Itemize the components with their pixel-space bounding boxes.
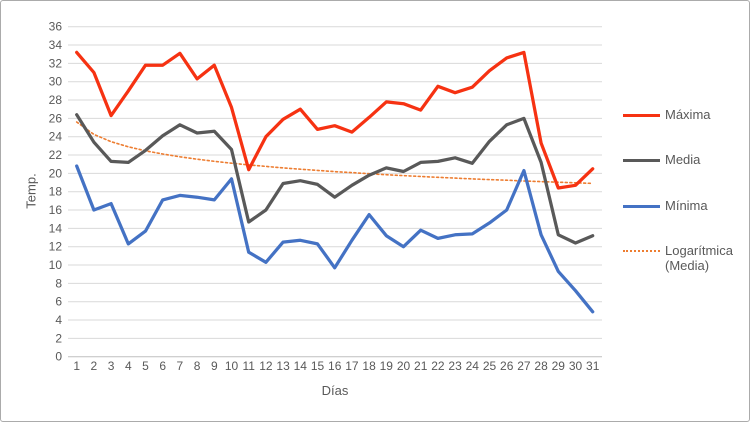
legend-item-logaritmica[interactable]: Logarítmica (Media) [623, 243, 749, 273]
y-tick-label: 16 [49, 203, 63, 217]
y-tick-label: 34 [49, 38, 63, 52]
minima-line-swatch [623, 205, 660, 208]
y-tick-label: 6 [55, 295, 62, 309]
series-line-media [75, 113, 595, 245]
x-tick-label: 2 [91, 359, 98, 373]
x-tick-label: 1 [73, 359, 80, 373]
x-tick-label: 4 [125, 359, 132, 373]
legend-item-media[interactable]: Media [623, 152, 749, 167]
x-tick-label: 14 [294, 359, 308, 373]
y-tick-label: 14 [49, 221, 63, 235]
y-tick-label: 32 [49, 56, 63, 70]
y-tick-label: 20 [49, 166, 63, 180]
x-tick-label: 13 [276, 359, 290, 373]
x-tick-label: 26 [500, 359, 514, 373]
x-tick-label: 8 [194, 359, 201, 373]
x-tick-label: 23 [448, 359, 462, 373]
x-tick-label: 7 [177, 359, 184, 373]
x-tick-label: 22 [431, 359, 445, 373]
y-axis-title: Temp. [23, 173, 39, 209]
y-tick-label: 8 [55, 276, 62, 290]
x-tick-label: 10 [225, 359, 239, 373]
legend-label-logaritmica: Logarítmica (Media) [665, 243, 733, 273]
x-tick-label: 9 [211, 359, 218, 373]
y-tick-label: 24 [49, 130, 63, 144]
legend-label-maxima: Máxima [665, 107, 711, 122]
legend: Máxima Media Mínima Logarítmica (Media) [623, 1, 749, 421]
series-line-logar-tmica-media- [75, 121, 594, 185]
y-tick-label: 12 [49, 240, 63, 254]
y-tick-label: 10 [49, 258, 63, 272]
y-tick-label: 30 [49, 75, 63, 89]
series-line-m-xima [75, 50, 595, 190]
y-tick-label: 26 [49, 111, 63, 125]
x-tick-label: 12 [259, 359, 273, 373]
x-tick-label: 3 [108, 359, 115, 373]
x-tick-label: 15 [311, 359, 325, 373]
x-tick-label: 11 [242, 359, 255, 373]
x-tick-label: 20 [397, 359, 411, 373]
legend-item-maxima[interactable]: Máxima [623, 107, 749, 122]
x-axis-title: Días [321, 383, 349, 398]
y-tick-label: 2 [55, 331, 62, 345]
x-tick-label: 18 [362, 359, 376, 373]
x-tick-label: 27 [517, 359, 531, 373]
y-tick-label: 4 [55, 313, 62, 327]
x-tick-label: 29 [552, 359, 566, 373]
x-tick-label: 28 [534, 359, 548, 373]
media-line-swatch [623, 159, 660, 162]
x-tick-label: 16 [328, 359, 342, 373]
legend-item-minima[interactable]: Mínima [623, 198, 749, 213]
series-line-m-nima [75, 164, 595, 314]
logaritmica-line-swatch [623, 250, 660, 252]
x-tick-label: 30 [569, 359, 583, 373]
y-tick-label: 0 [55, 350, 62, 364]
y-tick-label: 18 [49, 185, 63, 199]
x-tick-label: 21 [414, 359, 428, 373]
maxima-line-swatch [623, 114, 660, 117]
y-tick-label: 28 [49, 93, 63, 107]
x-tick-label: 24 [466, 359, 480, 373]
y-tick-label: 22 [49, 148, 63, 162]
y-tick-label: 36 [49, 20, 63, 34]
x-tick-label: 5 [142, 359, 149, 373]
x-tick-label: 19 [380, 359, 394, 373]
x-tick-label: 31 [586, 359, 600, 373]
x-tick-label: 17 [345, 359, 359, 373]
x-tick-label: 25 [483, 359, 497, 373]
legend-label-media: Media [665, 152, 701, 167]
x-tick-label: 6 [159, 359, 166, 373]
legend-label-minima: Mínima [665, 198, 708, 213]
